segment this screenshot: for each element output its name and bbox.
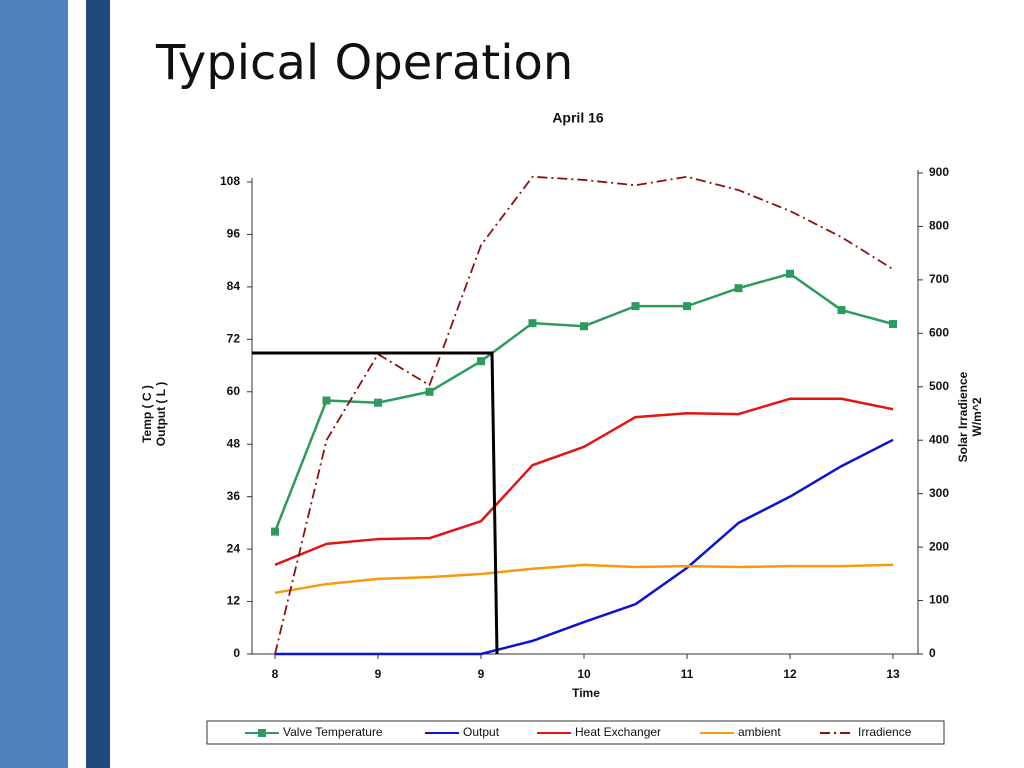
- y-tick-label: 24: [227, 541, 241, 555]
- y-axis-label-line: Temp ( C ): [140, 385, 154, 443]
- y2-tick-label: 100: [929, 593, 949, 607]
- chart-title: April 16: [552, 110, 604, 126]
- y-tick-label: 12: [227, 594, 241, 608]
- point-marker: [271, 527, 279, 536]
- x-tick-label: 13: [886, 667, 900, 681]
- slide-title: Typical Operation: [155, 35, 573, 91]
- point-marker: [786, 269, 794, 278]
- point-marker: [374, 398, 382, 407]
- series-line: [274, 397, 894, 567]
- point-marker: [528, 319, 537, 328]
- y-tick-label: 60: [227, 384, 241, 398]
- y-tick-label: 36: [227, 489, 241, 503]
- y-tick-label: 84: [227, 279, 241, 293]
- y2-tick-label: 300: [929, 486, 949, 500]
- y-tick-label: 72: [227, 332, 241, 346]
- y2-axis-label-line: Solar Irradience: [956, 371, 970, 462]
- x-tick-label: 10: [577, 667, 591, 681]
- side-bar-dark: [86, 0, 110, 768]
- annotation-lines: [252, 351, 499, 655]
- legend-label: Output: [463, 725, 500, 739]
- point-marker: [425, 387, 434, 396]
- point-marker: [734, 284, 743, 293]
- point-marker: [580, 322, 588, 331]
- x-axis-label: Time: [572, 686, 600, 700]
- y-axis-label: Temp ( C ) Output ( L ): [140, 382, 168, 446]
- y2-tick-label: 900: [929, 165, 949, 179]
- plot: [271, 175, 897, 656]
- point-marker: [322, 396, 331, 405]
- series-line: [275, 438, 894, 656]
- series-line: [273, 272, 894, 533]
- y2-tick-label: 200: [929, 539, 949, 553]
- point-marker: [889, 320, 897, 329]
- y2-axis-label: Solar Irradience W/m^2: [956, 371, 984, 462]
- y-tick-label: 96: [227, 227, 241, 241]
- y2-tick-label: 800: [929, 219, 949, 233]
- legend-label: Irradience: [858, 725, 912, 739]
- y2-tick-label: 400: [929, 432, 949, 446]
- y-tick-label: 108: [220, 174, 240, 188]
- y2-tick-label: 0: [929, 646, 936, 660]
- x-tick-label: 8: [272, 667, 279, 681]
- point-marker: [683, 302, 691, 311]
- point-marker: [477, 357, 485, 366]
- point-marker: [837, 306, 846, 315]
- y-tick-label: 0: [233, 646, 240, 660]
- y2-tick-label: 600: [929, 326, 949, 340]
- y2-axis-label-line: W/m^2: [970, 397, 984, 436]
- y-axis-label-line: Output ( L ): [154, 382, 168, 446]
- x-tick-label: 11: [681, 667, 694, 681]
- legend-label: Valve Temperature: [283, 725, 383, 739]
- legend-label: Heat Exchanger: [575, 725, 661, 739]
- side-bar-light: [0, 0, 68, 768]
- series-line: [274, 563, 894, 595]
- point-marker: [631, 302, 640, 311]
- legend-label: ambient: [738, 725, 781, 739]
- legend-marker: [258, 729, 266, 737]
- x-tick-label: 9: [375, 667, 382, 681]
- legend-box: [206, 720, 945, 745]
- y-tick-label: 48: [227, 436, 241, 450]
- x-tick-label: 12: [783, 667, 797, 681]
- series-line: [274, 175, 894, 655]
- x-tick-label: 9: [478, 667, 485, 681]
- y2-tick-label: 500: [929, 379, 949, 393]
- y2-tick-label: 700: [929, 272, 949, 286]
